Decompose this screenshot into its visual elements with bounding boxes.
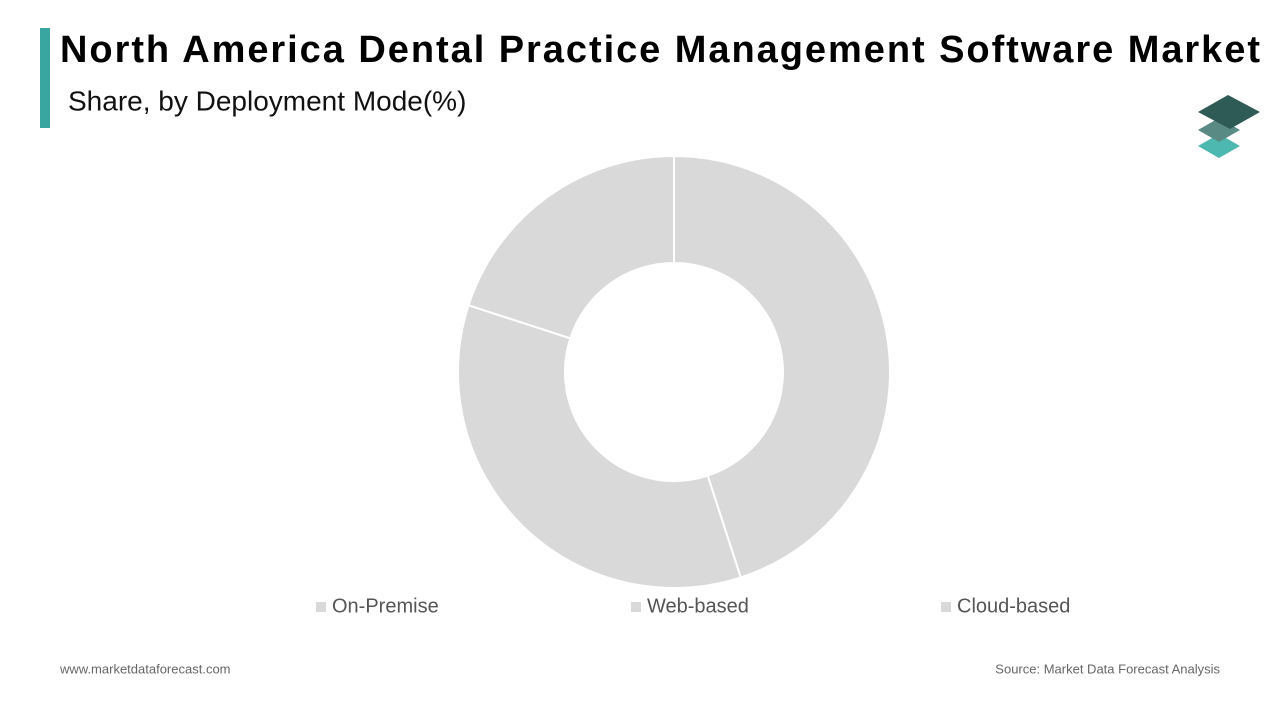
donut-segment [673,154,891,579]
donut-segment [467,154,675,340]
source: Source: Market Data Forecast Analysis [995,661,1220,676]
chart-title: North America Dental Practice Management… [60,29,1260,71]
legend-marker [316,602,326,612]
legend-marker [631,602,641,612]
legend-label: Cloud-based [957,595,1070,617]
website: www.marketdataforecast.com [59,661,231,676]
logo [1198,95,1260,158]
legend-marker [941,602,951,612]
legend-label: Web-based [647,595,749,617]
donut-segment [457,303,743,589]
legend-label: On-Premise [332,595,439,617]
title-accent [40,28,50,128]
chart-subtitle: Share, by Deployment Mode(%) [68,85,466,116]
